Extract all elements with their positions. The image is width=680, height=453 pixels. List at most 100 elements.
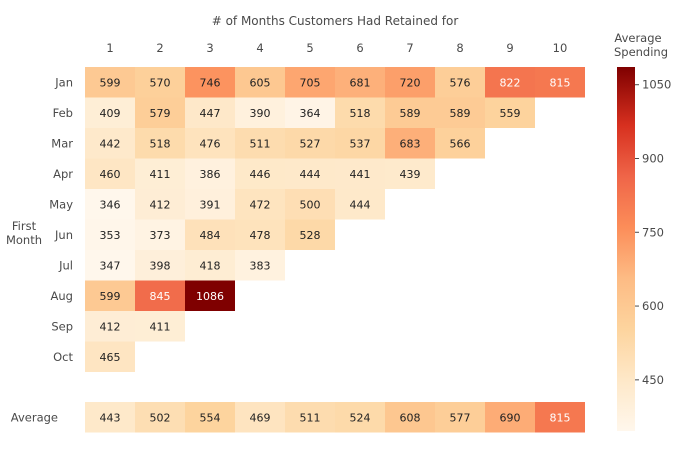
- average-value: 502: [150, 411, 171, 424]
- column-label: 1: [106, 41, 113, 55]
- average-value: 443: [100, 411, 121, 424]
- heatmap-cell: [285, 219, 335, 250]
- row-label: Sep: [51, 319, 73, 333]
- row-label: Mar: [51, 136, 73, 150]
- cell-value: 472: [250, 198, 271, 211]
- heatmap-cell: [285, 189, 335, 220]
- cell-value: 484: [200, 229, 221, 242]
- column-label: 9: [506, 41, 513, 55]
- cell-value: 720: [400, 76, 421, 89]
- average-cell: [335, 402, 385, 433]
- average-cell: [235, 402, 285, 433]
- row-label: Apr: [53, 167, 73, 181]
- heatmap-cell: [85, 189, 135, 220]
- cell-value: 411: [150, 168, 171, 181]
- cell-value: 476: [200, 137, 221, 150]
- cell-value: 845: [150, 290, 171, 303]
- cell-value: 418: [200, 259, 221, 272]
- heatmap-cell: [485, 67, 535, 98]
- cell-value: 599: [100, 290, 121, 303]
- cell-value: 511: [250, 137, 271, 150]
- cell-value: 570: [150, 76, 171, 89]
- heatmap-cell: [485, 97, 535, 128]
- cell-value: 579: [150, 107, 171, 120]
- heatmap-cell: [235, 158, 285, 189]
- heatmap-cell: [335, 158, 385, 189]
- column-label: 7: [406, 41, 413, 55]
- heatmap-cell: [135, 67, 185, 98]
- cell-value: 412: [150, 198, 171, 211]
- chart-title: # of Months Customers Had Retained for: [212, 14, 459, 28]
- heatmap-cell: [235, 128, 285, 159]
- heatmap-cell: [435, 97, 485, 128]
- row-label: Jun: [54, 228, 73, 242]
- cell-value: 446: [250, 168, 271, 181]
- average-cell: [535, 402, 585, 433]
- column-label: 10: [553, 41, 568, 55]
- column-label: 8: [456, 41, 463, 55]
- column-label: 5: [306, 41, 313, 55]
- colorbar-tick-label: 750: [642, 225, 664, 239]
- cell-value: 373: [150, 229, 171, 242]
- cell-value: 500: [300, 198, 321, 211]
- average-value: 608: [400, 411, 421, 424]
- heatmap-cell: [85, 250, 135, 281]
- colorbar-tick-label: 1050: [642, 78, 671, 92]
- heatmap-cell: [135, 189, 185, 220]
- cell-value: 705: [300, 76, 321, 89]
- heatmap-cell: [235, 219, 285, 250]
- heatmap-cell: [85, 158, 135, 189]
- heatmap-cell: [235, 67, 285, 98]
- cell-value: 347: [100, 259, 121, 272]
- average-row-label: Average: [11, 410, 58, 424]
- cell-value: 589: [400, 107, 421, 120]
- cell-value: 589: [450, 107, 471, 120]
- cell-value: 815: [550, 76, 571, 89]
- heatmap-cell: [85, 341, 135, 372]
- heatmap-cell: [235, 97, 285, 128]
- average-value: 524: [350, 411, 371, 424]
- average-value: 511: [300, 411, 321, 424]
- heatmap-cell: [135, 158, 185, 189]
- heatmap-cell: [85, 280, 135, 311]
- row-label: Oct: [53, 350, 73, 364]
- heatmap-cell: [85, 97, 135, 128]
- cell-value: 465: [100, 351, 121, 364]
- average-value: 554: [200, 411, 221, 424]
- heatmap-cell: [135, 97, 185, 128]
- colorbar-tick-label: 600: [642, 299, 664, 313]
- colorbar-title-line1: Average: [614, 31, 661, 45]
- cell-value: 599: [100, 76, 121, 89]
- cell-value: 411: [150, 320, 171, 333]
- heatmap-cell: [185, 189, 235, 220]
- average-value: 469: [250, 411, 271, 424]
- heatmap-cell: [185, 67, 235, 98]
- row-label: Aug: [51, 289, 73, 303]
- heatmap-cell: [285, 97, 335, 128]
- cell-value: 398: [150, 259, 171, 272]
- heatmap-cell: [235, 250, 285, 281]
- colorbar: [617, 67, 635, 431]
- heatmap-cell: [335, 67, 385, 98]
- heatmap-cell: [85, 311, 135, 342]
- cell-value: 460: [100, 168, 121, 181]
- heatmap-cell: [85, 128, 135, 159]
- cell-value: 412: [100, 320, 121, 333]
- heatmap-cell: [185, 219, 235, 250]
- row-label: Feb: [53, 106, 73, 120]
- heatmap-cell: [385, 158, 435, 189]
- average-cell: [485, 402, 535, 433]
- heatmap-cell: [385, 67, 435, 98]
- row-label: Jul: [58, 258, 73, 272]
- row-label: Jan: [54, 75, 73, 89]
- cell-value: 383: [250, 259, 271, 272]
- average-cell: [135, 402, 185, 433]
- column-label: 3: [206, 41, 213, 55]
- heatmap-cell: [535, 67, 585, 98]
- cell-value: 528: [300, 229, 321, 242]
- cell-value: 439: [400, 168, 421, 181]
- cell-value: 386: [200, 168, 221, 181]
- heatmap-cell: [285, 67, 335, 98]
- column-label: 6: [356, 41, 363, 55]
